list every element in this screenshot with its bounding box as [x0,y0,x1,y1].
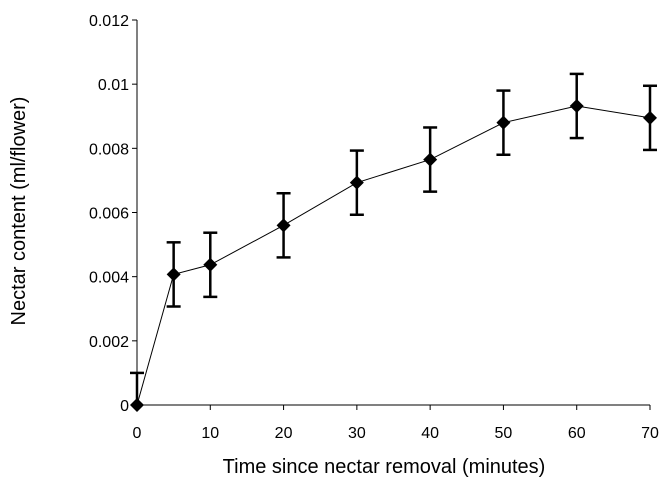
x-tick-label: 40 [421,425,439,442]
y-tick-label: 0 [120,398,129,415]
series-line-layer [136,105,651,406]
data-point-marker [203,257,218,272]
x-tick-label: 50 [495,425,513,442]
data-point-marker [166,267,181,282]
data-markers [130,98,657,412]
data-point-marker [349,175,364,190]
x-tick-label: 60 [568,425,586,442]
y-axis-title: Nectar content (ml/flower) [8,97,30,326]
tick-marks [132,19,651,410]
y-tick-label: 0.01 [98,77,129,94]
x-tick-label: 30 [348,425,366,442]
data-point-marker [276,218,291,233]
data-point-marker [423,152,438,167]
series-line [136,105,651,406]
y-tick-label: 0.008 [89,141,129,158]
y-tick-labels: 0 0.002 0.004 0.006 0.008 0.01 0.012 [89,13,129,415]
y-tick-label: 0.006 [89,206,129,223]
y-tick-label: 0.002 [89,334,129,351]
x-tick-label: 70 [641,425,659,442]
error-bars [130,72,657,405]
data-point-marker [130,398,144,412]
axes [136,20,650,406]
x-tick-label: 20 [275,425,293,442]
x-axis-title: Time since nectar removal (minutes) [223,456,546,478]
y-tick-label: 0.004 [89,270,129,287]
data-point-marker [496,115,511,130]
x-tick-label: 10 [201,425,219,442]
x-tick-labels: 0 10 20 30 40 50 60 70 [133,425,659,442]
data-point-marker [643,110,657,125]
data-point-marker [569,98,584,113]
x-tick-label: 0 [133,425,142,442]
y-tick-label: 0.012 [89,13,129,30]
